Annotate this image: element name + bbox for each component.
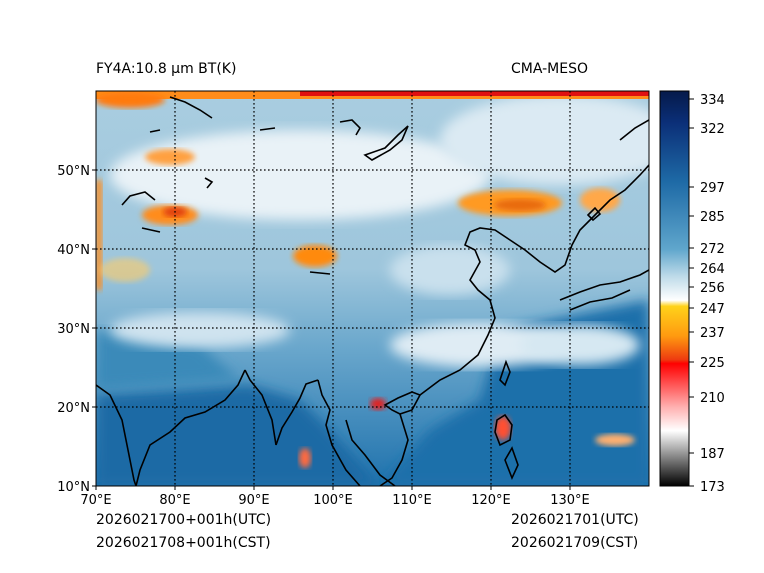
lat-tick-label: 10°N — [57, 480, 90, 495]
coastlines — [96, 96, 649, 486]
satellite-image — [96, 91, 649, 486]
lon-tick-label: 90°E — [238, 493, 269, 508]
gridlines — [96, 91, 649, 486]
colorbar-tick-label: 272 — [700, 242, 725, 257]
colorbar-tick-label: 225 — [700, 356, 725, 371]
colorbar-frame — [659, 90, 690, 487]
lat-tick-label: 30°N — [57, 322, 90, 337]
map-frame — [95, 90, 650, 487]
valid-time-utc: 2026021701(UTC) — [511, 512, 639, 528]
lat-tick-label: 20°N — [57, 401, 90, 416]
lat-tick-label: 50°N — [57, 164, 90, 179]
colorbar-tick-label: 237 — [700, 326, 725, 341]
colorbar-tick-label: 322 — [700, 122, 725, 137]
colorbar-tick-label: 256 — [700, 281, 725, 296]
lon-tick-label: 70°E — [80, 493, 111, 508]
colorbar-tick-label: 297 — [700, 181, 725, 196]
lon-tick-label: 120°E — [471, 493, 511, 508]
axis-ticks: 70°E 80°E 90°E 100°E 110°E 120°E 130°E 10°N 20°N… — [57, 164, 590, 508]
forecast-time-utc: 2026021700+001h(UTC) — [96, 512, 272, 528]
colorbar-tick-label: 210 — [700, 391, 725, 406]
colorbar-tick-label: 334 — [700, 93, 725, 108]
forecast-time-cst: 2026021708+001h(CST) — [96, 535, 271, 551]
lon-tick-label: 110°E — [392, 493, 432, 508]
model-name: CMA-MESO — [511, 61, 589, 77]
lat-tick-label: 40°N — [57, 243, 90, 258]
colorbar-tick-label: 187 — [700, 447, 725, 462]
colorbar — [660, 91, 689, 486]
valid-time-cst: 2026021709(CST) — [511, 535, 639, 551]
lon-tick-label: 80°E — [159, 493, 190, 508]
colorbar-tick-label: 285 — [700, 210, 725, 225]
colorbar-ticks: 334 322 297 285 272 264 256 247 237 225 210 187 173 — [689, 93, 725, 495]
map-title: FY4A:10.8 µm BT(K) — [96, 61, 237, 77]
lon-tick-label: 130°E — [550, 493, 590, 508]
colorbar-tick-label: 264 — [700, 262, 725, 277]
lon-tick-label: 100°E — [313, 493, 353, 508]
colorbar-tick-label: 173 — [700, 480, 725, 495]
colorbar-tick-label: 247 — [700, 302, 725, 317]
